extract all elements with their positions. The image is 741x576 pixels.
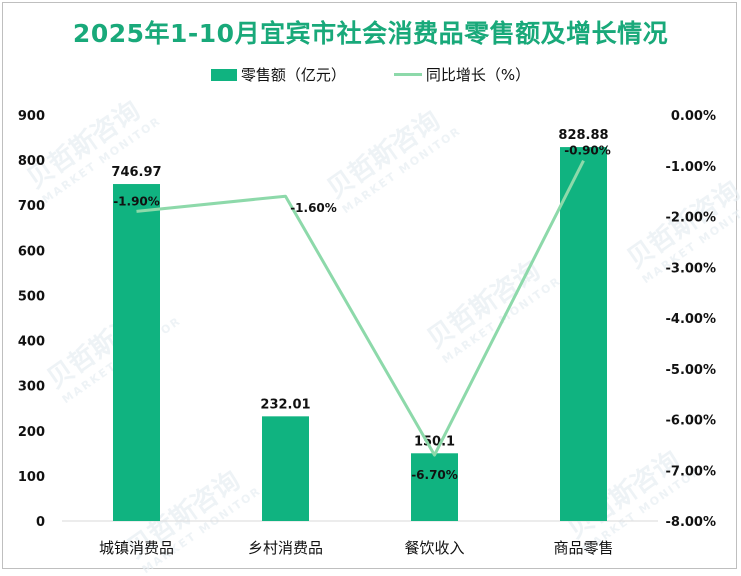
left-axis-tick: 200 — [18, 425, 45, 440]
bar — [113, 184, 160, 521]
left-axis-tick: 300 — [18, 380, 45, 395]
legend-bar-label: 零售额（亿元） — [240, 66, 346, 84]
x-axis-label: 商品零售 — [553, 539, 613, 557]
bar-swatch-icon — [210, 68, 237, 81]
legend-item-bar[interactable]: 零售额（亿元） — [210, 64, 346, 85]
right-axis-tick: -3.00% — [666, 261, 717, 276]
bar-series: 746.97 232.01 150.1 828.88 — [111, 128, 609, 522]
bar — [411, 453, 458, 521]
left-axis-tick: 0 — [36, 515, 45, 530]
right-axis-tick: -7.00% — [666, 464, 717, 479]
x-axis-label: 城镇消费品 — [99, 539, 174, 557]
left-axis-tick: 700 — [18, 199, 45, 214]
chart-title: 2025年1-10月宜宾市社会消费品零售额及增长情况 — [72, 19, 669, 48]
right-axis-tick: -1.00% — [666, 160, 717, 175]
x-axis-label: 乡村消费品 — [248, 539, 323, 557]
right-axis-tick: -5.00% — [666, 363, 717, 378]
left-axis-tick: 600 — [18, 244, 45, 259]
bar — [560, 147, 607, 522]
line-value-label: -6.70% — [411, 468, 458, 482]
line-value-label: -0.90% — [564, 144, 611, 158]
right-axis-tick: -2.00% — [666, 211, 717, 226]
legend: 零售额（亿元） 同比增长（%） — [0, 64, 741, 85]
left-axis-tick: 900 — [18, 109, 45, 124]
x-axis-label: 餐饮收入 — [404, 539, 464, 557]
left-axis-tick: 500 — [18, 289, 45, 304]
legend-line-label: 同比增长（%） — [425, 66, 531, 84]
right-axis-tick: 0.00% — [671, 109, 716, 124]
bar-value-label: 150.1 — [414, 434, 455, 449]
x-axis-labels: 城镇消费品 乡村消费品 餐饮收入 商品零售 — [99, 539, 614, 557]
left-axis-tick: 400 — [18, 335, 45, 350]
bar — [262, 416, 309, 521]
right-axis: 0.00% -1.00% -2.00% -3.00% -4.00% -5.00% -6.00… — [666, 109, 717, 530]
line-value-label: -1.60% — [290, 201, 337, 215]
left-axis: 900 800 700 600 500 400 300 200 100 0 — [18, 109, 45, 530]
growth-line — [136, 159, 585, 457]
line-series: -1.90% -1.60% -6.70% -0.90% — [113, 144, 611, 482]
left-axis-tick: 100 — [18, 470, 45, 485]
bar-value-label: 232.01 — [260, 397, 310, 412]
line-value-label: -1.90% — [113, 194, 160, 208]
line-swatch-icon — [393, 73, 422, 76]
right-axis-tick: -8.00% — [666, 515, 717, 530]
left-axis-tick: 800 — [18, 154, 45, 169]
bar-value-label: 746.97 — [111, 165, 161, 180]
right-axis-tick: -4.00% — [666, 312, 717, 327]
bar-value-label: 828.88 — [558, 128, 608, 143]
legend-item-line[interactable]: 同比增长（%） — [393, 64, 531, 85]
right-axis-tick: -6.00% — [666, 414, 717, 429]
